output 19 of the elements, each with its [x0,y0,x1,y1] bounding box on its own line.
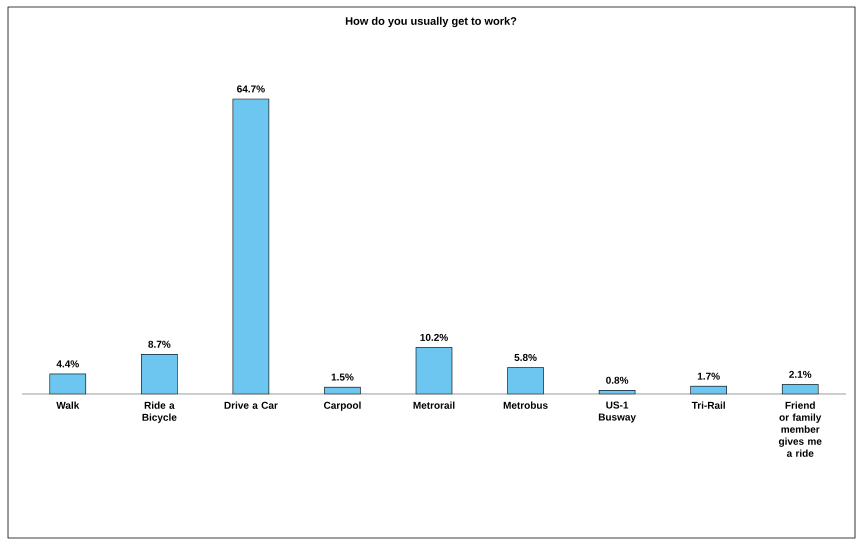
x-tick-label: Friend or family member gives me a ride [778,402,822,457]
x-tick-label: Carpool [324,402,361,411]
data-label: 64.7% [237,85,265,92]
data-label: 1.7% [698,372,720,380]
x-tick-label: Tri-Rail [692,402,725,409]
x-tick-label: Walk [56,402,80,409]
data-label: 10.2% [420,334,448,341]
data-label: 2.1% [789,370,812,378]
data-label: 4.4% [56,360,79,368]
data-label: 5.8% [514,354,537,362]
data-label: 1.5% [332,374,354,381]
chart-title: How do you usually get to work? [346,16,516,28]
x-tick-label: Metrobus [504,402,548,409]
data-label: 8.7% [148,340,170,348]
x-tick-label: Ride a Bicycle [142,402,177,423]
x-tick-label: Drive a Car [224,402,278,409]
x-tick-label: US-1 Busway [598,402,636,423]
data-label: 0.8% [606,376,628,384]
x-tick-label: Metrorail [414,402,454,409]
